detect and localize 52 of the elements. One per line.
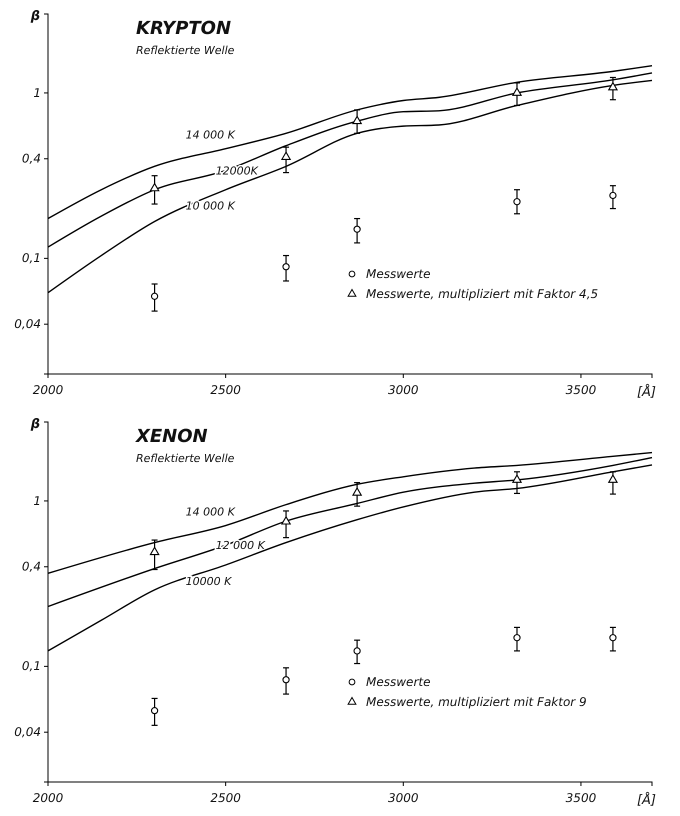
point [282, 263, 290, 270]
y-tick-label: 1 [33, 494, 41, 508]
x-axis-title: [Å] [636, 791, 656, 808]
y-axis-title: β [30, 417, 40, 432]
x-tick-label: 2500 [210, 791, 242, 806]
x-tick-label: 3500 [566, 383, 597, 398]
point [608, 474, 618, 483]
chart-title: KRYPTON [136, 18, 232, 39]
point [513, 634, 521, 642]
x-tick-label: 3000 [388, 383, 419, 398]
y-tick-label: 0,1 [22, 659, 41, 674]
legend-label: Messwerte [366, 675, 430, 689]
series-label: 10 000 K [186, 200, 236, 213]
chart-title: XENON [135, 426, 208, 447]
point [512, 474, 522, 483]
x-tick-label: 2500 [210, 383, 242, 398]
text: Reflektierte Welle [136, 452, 235, 465]
x-tick-label: 3500 [566, 791, 597, 806]
point [282, 676, 290, 684]
y-tick-label: 0,4 [22, 560, 41, 574]
series-label: 14 000 K [186, 506, 236, 519]
point [608, 82, 618, 90]
point [609, 634, 617, 642]
series-label: 10000 K [186, 574, 232, 588]
point [150, 707, 158, 714]
x-tick-label: 2000 [32, 383, 64, 398]
y-axis-title: β [30, 9, 40, 24]
point [150, 182, 160, 192]
x-tick-label: 3000 [388, 791, 419, 806]
point [150, 546, 160, 556]
series-label: 14 000 K [186, 128, 236, 142]
point [513, 198, 521, 206]
point [353, 226, 361, 233]
legend-label: Messwerte [366, 267, 430, 281]
point [150, 292, 158, 300]
y-tick-label: 0,1 [22, 251, 41, 266]
point [609, 192, 617, 200]
x-tick-label: 2000 [32, 791, 64, 806]
legend-label: Messwerte, multipliziert mit Faktor 4,5 [366, 287, 598, 301]
y-tick-label: 0,04 [14, 725, 41, 740]
point [352, 487, 362, 496]
x-axis-title: [Å] [636, 383, 656, 400]
y-tick-label: 0,4 [22, 152, 41, 166]
point [281, 516, 291, 525]
point [281, 152, 291, 160]
point [512, 88, 522, 96]
point [353, 647, 361, 655]
text: Reflektierte Welle [136, 44, 235, 57]
y-tick-label: 1 [33, 86, 41, 100]
legend-label: Messwerte, multipliziert mit Faktor 9 [366, 695, 587, 709]
point [352, 116, 362, 124]
y-tick-label: 0,04 [14, 317, 41, 332]
